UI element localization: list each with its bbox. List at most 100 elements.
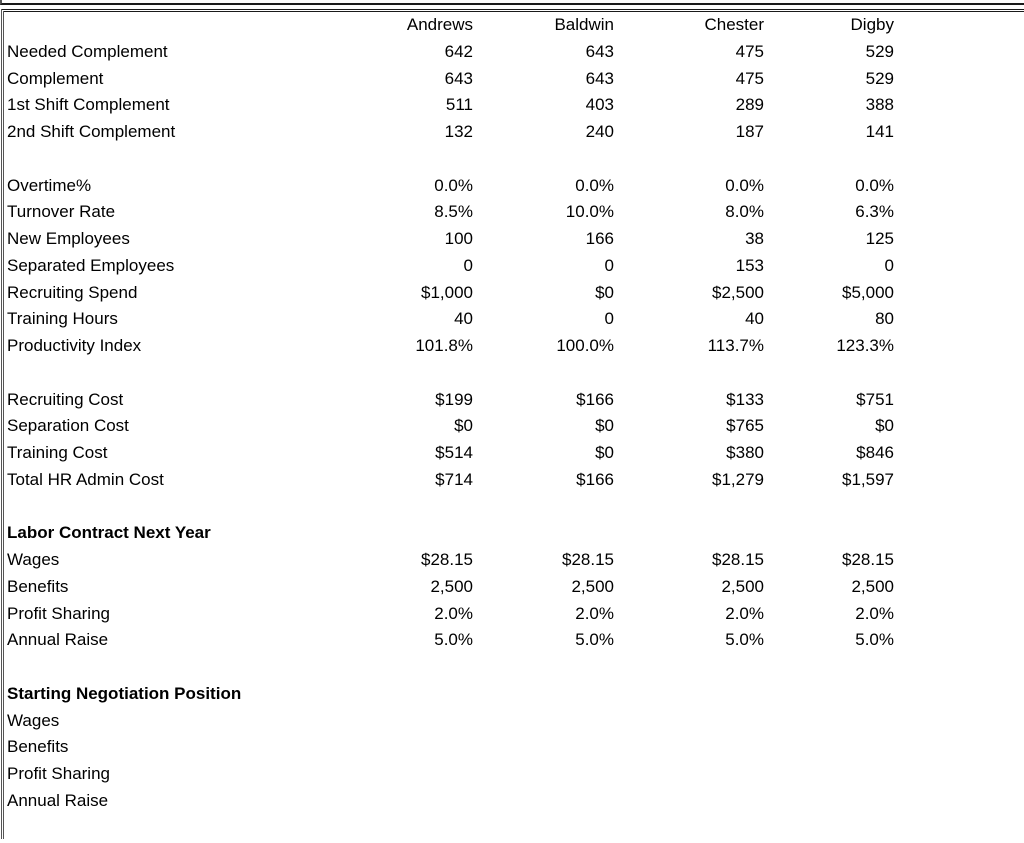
- cell-chester: 187: [735, 122, 764, 141]
- spacer-cell: [4, 654, 1024, 681]
- header-empty-cell: [4, 12, 393, 39]
- table-row: Recruiting Cost $199 $166 $133 $751: [4, 387, 1024, 414]
- cell-andrews: $1,000: [421, 282, 473, 302]
- cell-andrews: 0: [463, 255, 473, 275]
- cell-baldwin: 0.0%: [575, 175, 614, 195]
- cell-andrews: 100: [444, 229, 473, 248]
- filler-cell: [894, 226, 1024, 253]
- row-label: 1st Shift Complement: [7, 95, 170, 115]
- cell-chester: 475: [735, 68, 764, 88]
- hr-table: Andrews Baldwin Chester Digby Needed Com…: [4, 12, 1024, 815]
- table-row: Annual Raise: [4, 788, 1024, 815]
- filler-cell: [894, 467, 1024, 494]
- row-label: Overtime%: [7, 175, 92, 195]
- row-label: Wages: [7, 710, 60, 730]
- cell-digby: 0.0%: [855, 175, 894, 195]
- cell-digby: [764, 788, 894, 815]
- cell-chester: $765: [726, 416, 764, 436]
- cell-chester: 40: [745, 309, 764, 329]
- filler-cell: [894, 440, 1024, 467]
- cell-baldwin: 0: [604, 309, 614, 329]
- table-row: 1st Shift Complement 511 403 289 388: [4, 92, 1024, 119]
- spacer-cell: [4, 494, 1024, 521]
- column-header-andrews: Andrews: [406, 15, 473, 34]
- cell-chester: 113.7%: [707, 336, 764, 355]
- cell-baldwin: $0: [595, 282, 614, 302]
- row-label: Annual Raise: [7, 790, 109, 810]
- cell-baldwin: 2,500: [571, 576, 614, 596]
- filler-cell: [894, 708, 1024, 735]
- filler-cell: [894, 413, 1024, 440]
- cell-andrews: 511: [445, 95, 473, 115]
- table-row: Training Cost $514 $0 $380 $846: [4, 440, 1024, 467]
- table-row: Training Hours 40 0 40 80: [4, 306, 1024, 333]
- cell-chester: 38: [745, 229, 764, 248]
- cell-chester: $28.15: [712, 550, 764, 569]
- filler-cell: [894, 601, 1024, 628]
- filler-cell: [894, 761, 1024, 788]
- cell-andrews: 40: [454, 309, 473, 329]
- cell-andrews: 643: [444, 68, 473, 88]
- filler-cell: [894, 199, 1024, 226]
- cell-baldwin: $28.15: [562, 550, 614, 569]
- cell-digby: 2.0%: [855, 603, 894, 623]
- table-row: Separated Employees 0 0 153 0: [4, 253, 1024, 280]
- filler-cell: [894, 547, 1024, 574]
- cell-andrews: 101.8%: [415, 336, 473, 355]
- cell-andrews: 2,500: [430, 576, 473, 596]
- cell-chester: 0.0%: [725, 175, 764, 195]
- upper-panel-edge: [0, 0, 1024, 5]
- row-label: Productivity Index: [7, 336, 142, 355]
- row-label: Separation Cost: [7, 416, 129, 436]
- filler-cell: [894, 734, 1024, 761]
- cell-andrews: $199: [435, 389, 473, 409]
- row-label: Benefits: [7, 576, 69, 596]
- header-filler-cell: [894, 12, 1024, 39]
- cell-andrews: 2.0%: [434, 603, 473, 623]
- cell-andrews: 132: [444, 122, 473, 141]
- filler-cell: [894, 387, 1024, 414]
- spacer-cell: [4, 360, 1024, 387]
- table-row: Productivity Index 101.8% 100.0% 113.7% 123.…: [4, 333, 1024, 360]
- row-label: 2nd Shift Complement: [7, 122, 176, 141]
- cell-digby: 141: [865, 122, 894, 141]
- table-row: Benefits: [4, 734, 1024, 761]
- hr-report-panel: Andrews Baldwin Chester Digby Needed Com…: [1, 9, 1024, 839]
- cell-baldwin: [473, 788, 614, 815]
- cell-digby: $1,597: [842, 469, 894, 489]
- filler-cell: [894, 66, 1024, 93]
- cell-chester: 2,500: [721, 576, 764, 596]
- filler-cell: [894, 280, 1024, 307]
- filler-cell: [894, 574, 1024, 601]
- cell-digby: $846: [856, 443, 894, 462]
- table-row: Wages: [4, 708, 1024, 735]
- cell-digby: 125: [865, 229, 894, 248]
- cell-digby: 529: [865, 41, 894, 61]
- cell-digby: 6.3%: [855, 202, 894, 222]
- cell-baldwin: [473, 708, 614, 735]
- spacer-row: [4, 494, 1024, 521]
- cell-baldwin: $0: [595, 443, 614, 462]
- cell-digby: [764, 761, 894, 788]
- filler-cell: [894, 788, 1024, 815]
- cell-chester: $380: [726, 443, 764, 462]
- cell-baldwin: [473, 761, 614, 788]
- cell-baldwin: 643: [585, 68, 614, 88]
- cell-digby: [764, 708, 894, 735]
- row-label: Training Hours: [7, 309, 118, 329]
- row-label: Profit Sharing: [7, 603, 110, 623]
- cell-andrews: $514: [435, 443, 473, 462]
- table-row: New Employees 100 166 38 125: [4, 226, 1024, 253]
- table-row: 2nd Shift Complement 132 240 187 141: [4, 119, 1024, 146]
- filler-cell: [894, 39, 1024, 66]
- row-label: Separated Employees: [7, 255, 175, 275]
- cell-chester: 289: [735, 95, 764, 115]
- cell-baldwin: 10.0%: [565, 202, 614, 222]
- cell-andrews: [393, 734, 473, 761]
- filler-cell: [894, 119, 1024, 146]
- cell-andrews: $0: [454, 416, 473, 436]
- cell-chester: 475: [735, 41, 764, 61]
- cell-digby: $5,000: [842, 282, 894, 302]
- cell-andrews: 5.0%: [434, 630, 473, 650]
